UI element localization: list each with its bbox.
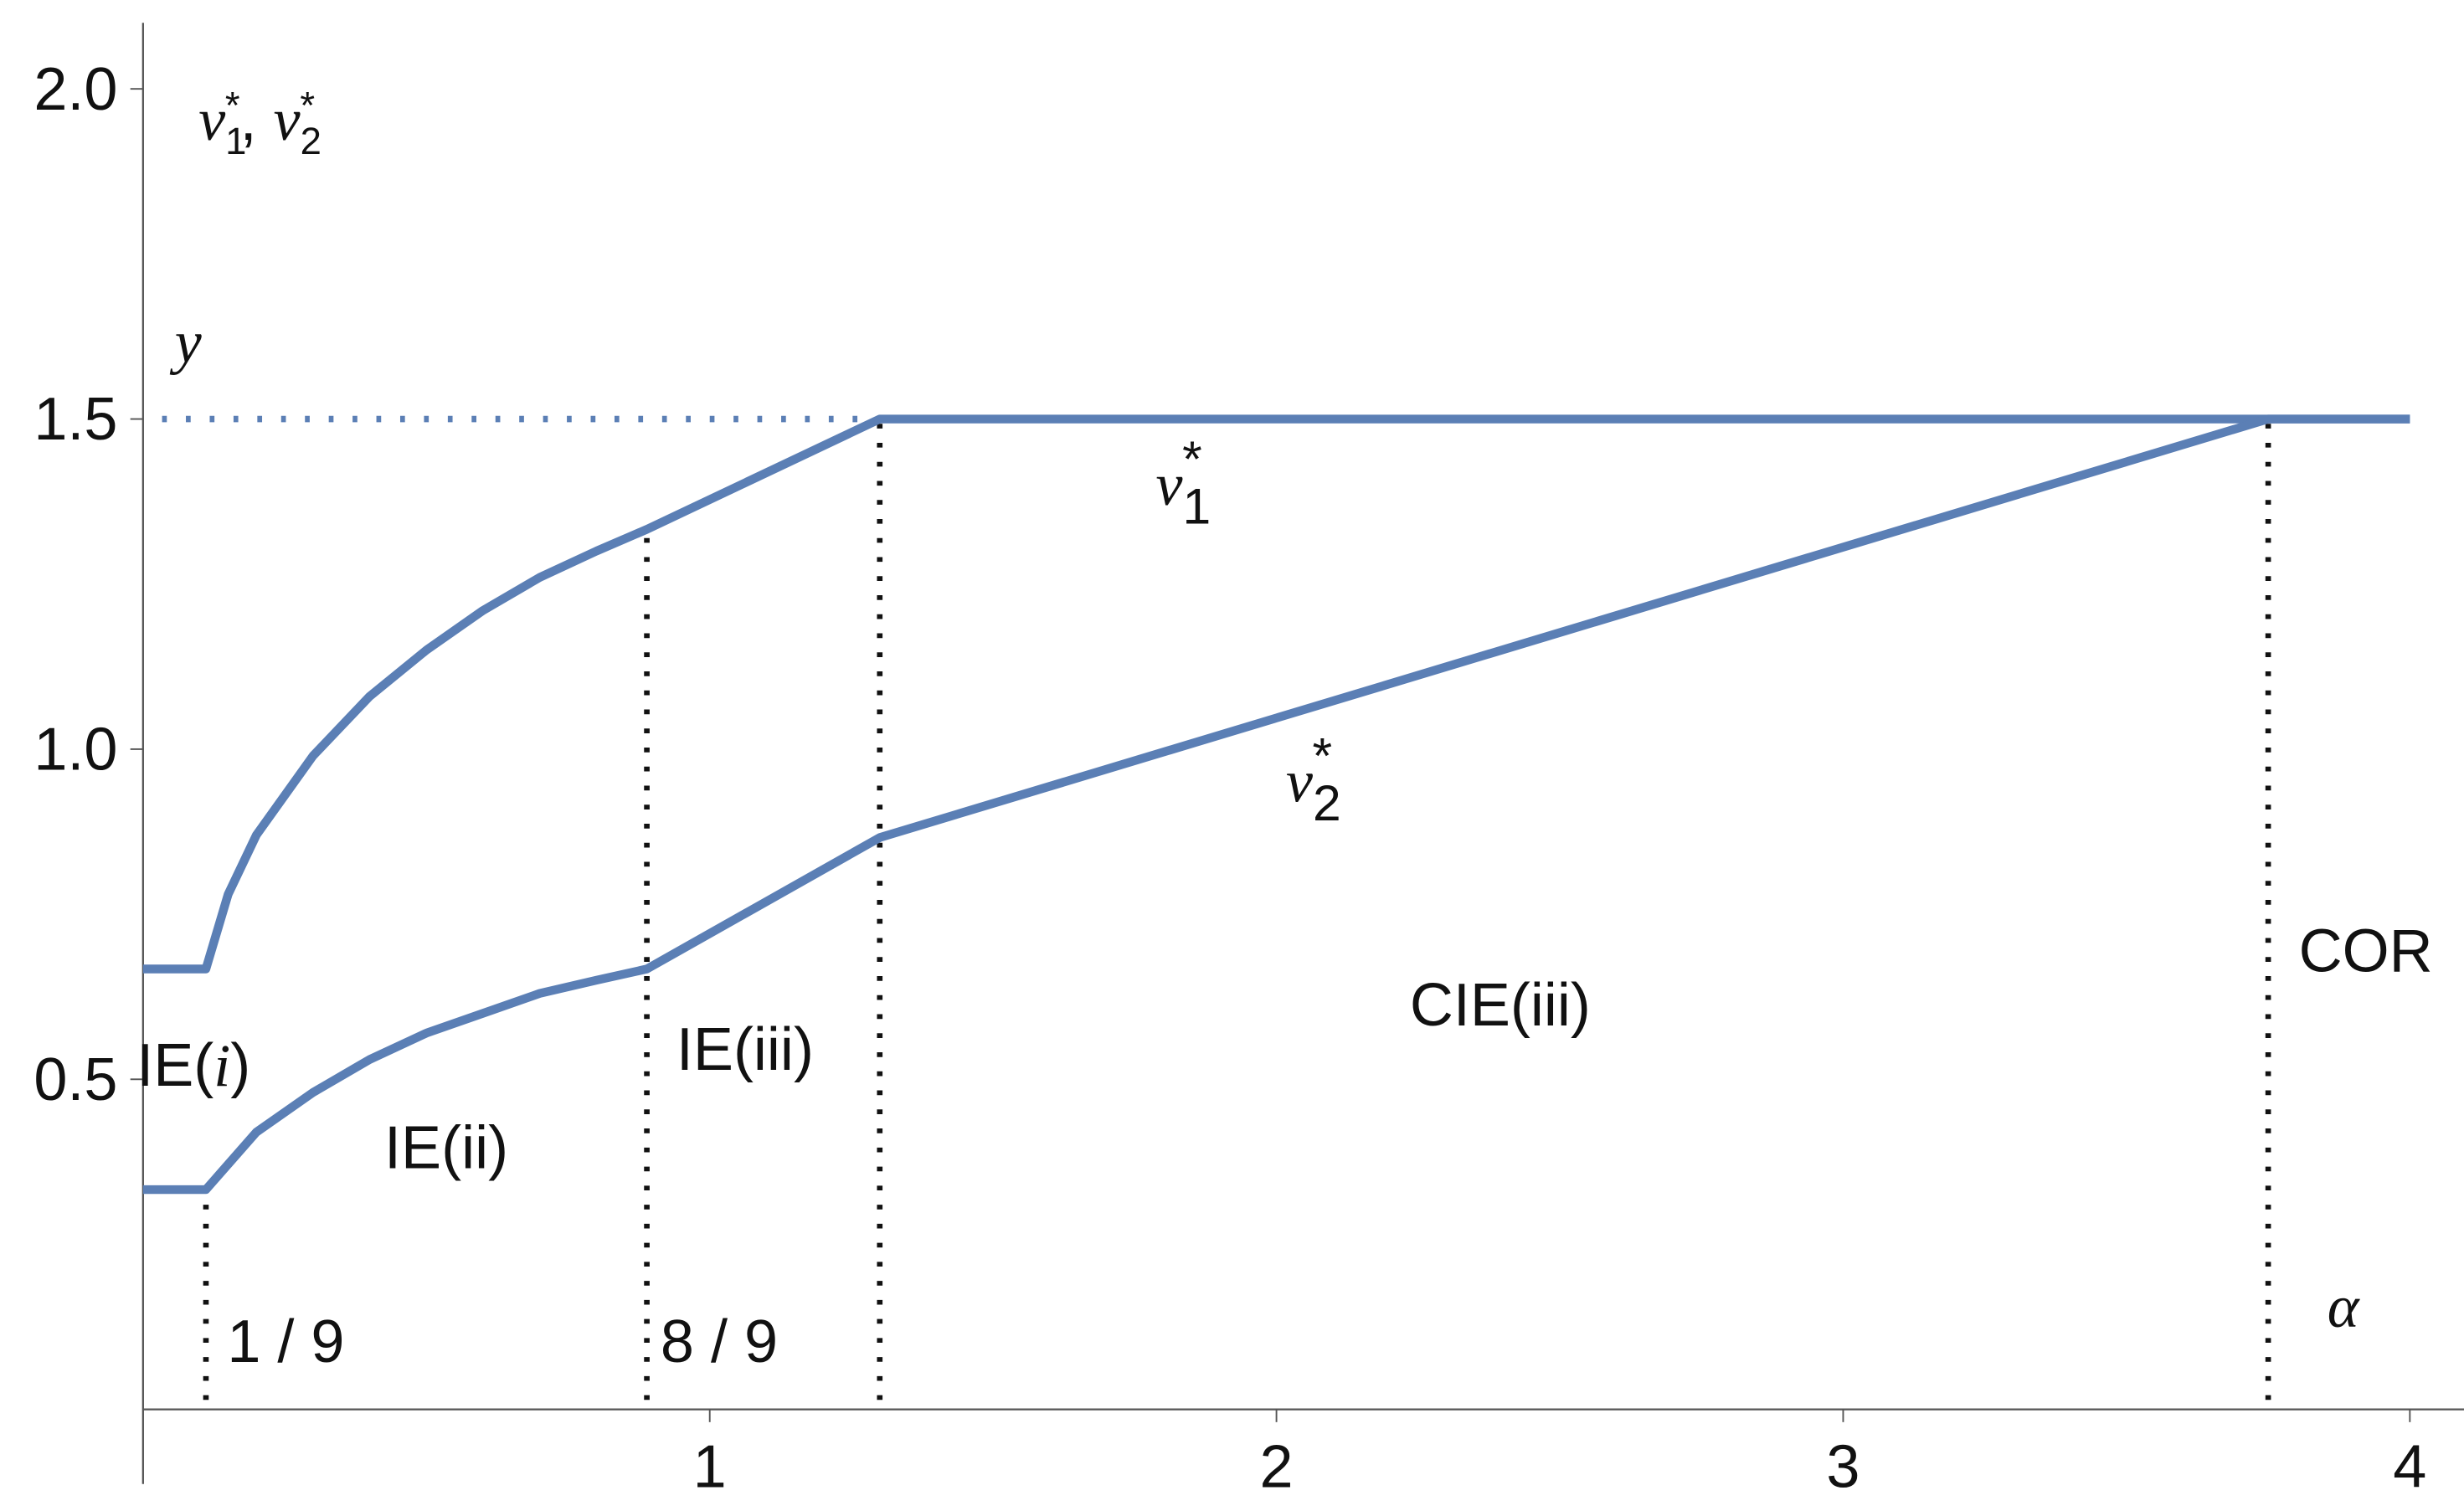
region-label-part: IE(ii) bbox=[384, 1114, 508, 1181]
region-label-part: ) bbox=[230, 1032, 250, 1099]
region-label-part: COR bbox=[2299, 917, 2433, 984]
y-tick-label: 2.0 bbox=[33, 56, 117, 123]
region-label-part: IE( bbox=[136, 1032, 213, 1099]
x-axis-label: α bbox=[2328, 1273, 2360, 1340]
region-label-part: IE(iii) bbox=[676, 1016, 814, 1083]
y-axis-label-part: * bbox=[225, 84, 240, 126]
y-axis-label-part: v bbox=[198, 86, 225, 153]
y-axis-label-part: * bbox=[300, 84, 315, 126]
y-axis-label-part: v bbox=[274, 86, 301, 153]
series-label-part: v bbox=[1286, 748, 1313, 815]
series-label-part: * bbox=[1182, 430, 1202, 487]
y-axis-label-part: , bbox=[240, 86, 274, 153]
y-axis-label-part: 1 bbox=[225, 120, 246, 162]
x-tick-label: 2 bbox=[1260, 1434, 1294, 1501]
series-label: v2* bbox=[1286, 727, 1341, 831]
y-axis-label-part: 2 bbox=[301, 120, 322, 162]
region-label-part: CIE(iii) bbox=[1410, 972, 1591, 1039]
region-label-part: i bbox=[213, 1032, 230, 1099]
x-tick-label: 4 bbox=[2393, 1434, 2426, 1501]
region-label: IE(ii) bbox=[384, 1114, 508, 1181]
series-label-part: * bbox=[1313, 727, 1333, 784]
reference-label: 1 / 9 bbox=[227, 1308, 344, 1375]
reference-label: 8 / 9 bbox=[661, 1308, 778, 1375]
line bbox=[142, 414, 2410, 1195]
region-label: IE(iii) bbox=[676, 1016, 814, 1083]
y-tick-label: 0.5 bbox=[33, 1046, 117, 1113]
x-tick-label: 1 bbox=[693, 1434, 727, 1501]
series-label: v1* bbox=[1155, 430, 1211, 535]
line bbox=[142, 414, 2410, 974]
region-label: COR bbox=[2299, 917, 2433, 984]
series-label-part: 1 bbox=[1182, 478, 1211, 535]
region-label: CIE(iii) bbox=[1410, 972, 1591, 1039]
y-tick-label: 1.0 bbox=[33, 717, 117, 784]
series-label-part: 2 bbox=[1313, 774, 1341, 831]
series-label-part: v bbox=[1155, 451, 1182, 518]
region-label: IE(i) bbox=[136, 1032, 250, 1099]
y-tick-label: 1.5 bbox=[33, 386, 117, 453]
reference-label: y bbox=[169, 308, 202, 375]
x-tick-label: 3 bbox=[1826, 1434, 1860, 1501]
y-axis-label: v1*, v2* bbox=[198, 84, 322, 162]
